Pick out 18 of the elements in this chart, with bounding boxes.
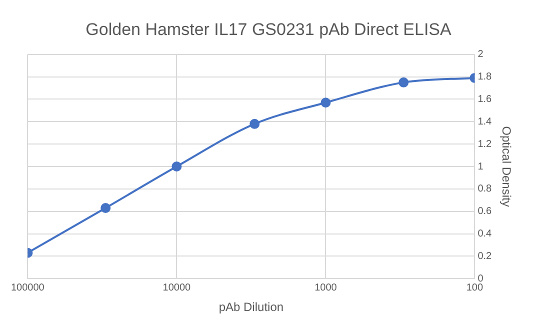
- y-tick-label: 1.8: [478, 72, 492, 83]
- y-tick-label: 1.4: [478, 116, 492, 128]
- y-tick-label: 0: [478, 273, 484, 284]
- y-axis-title: Optical Density: [499, 126, 514, 207]
- y-tick-label: 1.2: [478, 138, 492, 150]
- y-tick-label: 1: [478, 161, 484, 172]
- y-tick-label: 0.4: [478, 228, 492, 240]
- y-tick-label: 2: [478, 49, 484, 60]
- chart-title: Golden Hamster IL17 GS0231 pAb Direct ELISA: [86, 20, 452, 39]
- y-tick-label: 0.6: [478, 206, 492, 218]
- x-tick-label: 10000: [162, 282, 192, 294]
- y-tick-label: 1.6: [478, 94, 492, 105]
- x-tick-label: 1000: [314, 282, 338, 294]
- x-axis-title: pAb Dilution: [218, 300, 284, 314]
- y-tick-label: 0.2: [478, 250, 492, 262]
- y-tick-label: 0.8: [478, 184, 492, 195]
- x-tick-label: 100: [466, 282, 484, 294]
- x-tick-label: 100000: [10, 282, 45, 294]
